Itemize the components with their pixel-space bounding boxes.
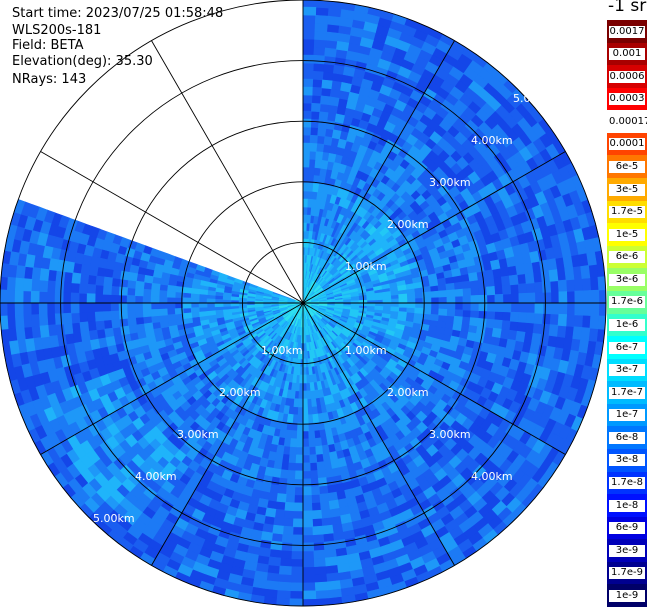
azimuth-spoke — [302, 302, 455, 566]
colorbar-swatch: 0.0006 — [607, 65, 647, 89]
colorbar-tick-label: 0.0001 — [609, 138, 645, 151]
azimuth-spoke — [151, 302, 304, 566]
colorbar-swatch: 0.0003 — [607, 87, 647, 111]
azimuth-spoke — [40, 302, 304, 455]
colorbar-tick-label: 6e-9 — [609, 522, 645, 535]
azimuth-spoke — [302, 151, 566, 304]
colorbar-swatch: 0.0001 — [607, 132, 647, 156]
range-label-2km-sw: 2.00km — [219, 386, 261, 399]
range-label-4km-ne: 4.00km — [471, 134, 513, 147]
range-label-1km-se: 1.00km — [345, 344, 387, 357]
range-ring-labels: 1.00km 1.00km 1.00km 2.00km 2.00km 2.00k… — [93, 92, 531, 525]
colorbar-unit-title: -1 sr — [608, 0, 647, 16]
colorbar-tick-label: 3e-6 — [609, 273, 645, 286]
range-label-3km-se: 3.00km — [429, 428, 471, 441]
start-time-text: Start time: 2023/07/25 01:58:48 — [12, 6, 224, 21]
colorbar-tick-label: 1e-9 — [609, 589, 645, 602]
colorbar-swatch: 1.7e-9 — [607, 561, 647, 585]
range-label-3km-sw: 3.00km — [177, 428, 219, 441]
colorbar-swatch: 6e-5 — [607, 155, 647, 179]
colorbar-tick-label: 6e-6 — [609, 251, 645, 264]
colorbar-tick-label: 1.7e-6 — [609, 296, 645, 309]
range-label-2km-ne: 2.00km — [387, 218, 429, 231]
range-label-3km-ne: 3.00km — [429, 176, 471, 189]
nrays-text: NRays: 143 — [12, 72, 87, 87]
colorbar-swatch: 0.0017 — [607, 20, 647, 44]
colorbar-swatch: 1e-8 — [607, 494, 647, 518]
colorbar-swatch: 1e-6 — [607, 313, 647, 337]
colorbar-swatch: 6e-7 — [607, 336, 647, 360]
colorbar-tick-label: 3e-7 — [609, 364, 645, 377]
azimuth-spoke — [40, 151, 304, 304]
colorbar-tick-label: 3e-8 — [609, 454, 645, 467]
colorbar-tick-label: 1e-7 — [609, 409, 645, 422]
colorbar-tick-label: 6e-7 — [609, 341, 645, 354]
ppi-scan-plot: 1.00km 1.00km 1.00km 2.00km 2.00km 2.00k… — [0, 0, 607, 607]
colorbar-swatch: 1e-9 — [607, 584, 647, 607]
range-label-2km-se: 2.00km — [387, 386, 429, 399]
colorbar-swatch: 0.00017 — [607, 110, 647, 134]
instrument-text: WLS200s-181 — [12, 23, 102, 38]
colorbar-swatch: 6e-9 — [607, 516, 647, 540]
colorbar-swatch: 6e-6 — [607, 245, 647, 269]
range-label-5km-ne: 5.0 — [513, 92, 531, 105]
range-label-5km-sw: 5.00km — [93, 512, 135, 525]
elevation-text: Elevation(deg): 35.30 — [12, 54, 153, 69]
colorbar-tick-label: 1.7e-7 — [609, 386, 645, 399]
colorbar-tick-label: 1e-8 — [609, 499, 645, 512]
colorbar-tick-label: 1.7e-5 — [609, 206, 645, 219]
colorbar-swatch: 1e-5 — [607, 223, 647, 247]
colorbar-swatch: 3e-5 — [607, 178, 647, 202]
colorbar-swatch: 1.7e-8 — [607, 471, 647, 495]
colorbar-tick-label: 1e-6 — [609, 319, 645, 332]
colorbar-swatch: 1e-7 — [607, 403, 647, 427]
colorbar-tick-label: 1.7e-9 — [609, 567, 645, 580]
range-label-4km-sw: 4.00km — [135, 470, 177, 483]
colorbar-tick-label: 0.0003 — [609, 93, 645, 106]
colorbar-tick-label: 3e-5 — [609, 183, 645, 196]
colorbar-swatch: 6e-8 — [607, 426, 647, 450]
colorbar-swatch: 0.001 — [607, 42, 647, 66]
field-text: Field: BETA — [12, 38, 84, 53]
colorbar-swatch: 3e-8 — [607, 448, 647, 473]
colorbar-swatch: 3e-7 — [607, 358, 647, 382]
colorbar-tick-label: 0.0017 — [609, 25, 645, 38]
colorbar-tick-label: 1.7e-8 — [609, 477, 645, 490]
colorbar-tick-label: 0.001 — [609, 48, 645, 61]
colorbar-tick-label: 3e-9 — [609, 544, 645, 557]
colorbar-swatch: 1.7e-7 — [607, 381, 647, 405]
azimuth-spoke — [302, 40, 455, 304]
colorbar-swatch: 3e-6 — [607, 268, 647, 292]
colorbar-tick-label: 0.00017 — [609, 115, 647, 128]
colorbar-tick-label: 6e-5 — [609, 160, 645, 173]
colorbar-tick-label: 1e-5 — [609, 228, 645, 241]
range-label-4km-se: 4.00km — [471, 470, 513, 483]
colorbar-swatch: 1.7e-5 — [607, 200, 647, 224]
colorbar-tick-label: 6e-8 — [609, 431, 645, 444]
colorbar-tick-label: 0.0006 — [609, 70, 645, 83]
colorbar-swatch: 1.7e-6 — [607, 290, 647, 314]
range-label-1km-sw: 1.00km — [261, 344, 303, 357]
azimuth-spoke — [151, 40, 304, 304]
colorbar-swatch: 3e-9 — [607, 539, 647, 563]
range-azimuth-grid — [0, 0, 607, 607]
azimuth-spoke — [302, 302, 566, 455]
range-label-1km-ne: 1.00km — [345, 260, 387, 273]
colorbar: 0.0017 0.001 0.0006 0.0003 0.00017 0.0001 6e-5… — [607, 20, 647, 607]
